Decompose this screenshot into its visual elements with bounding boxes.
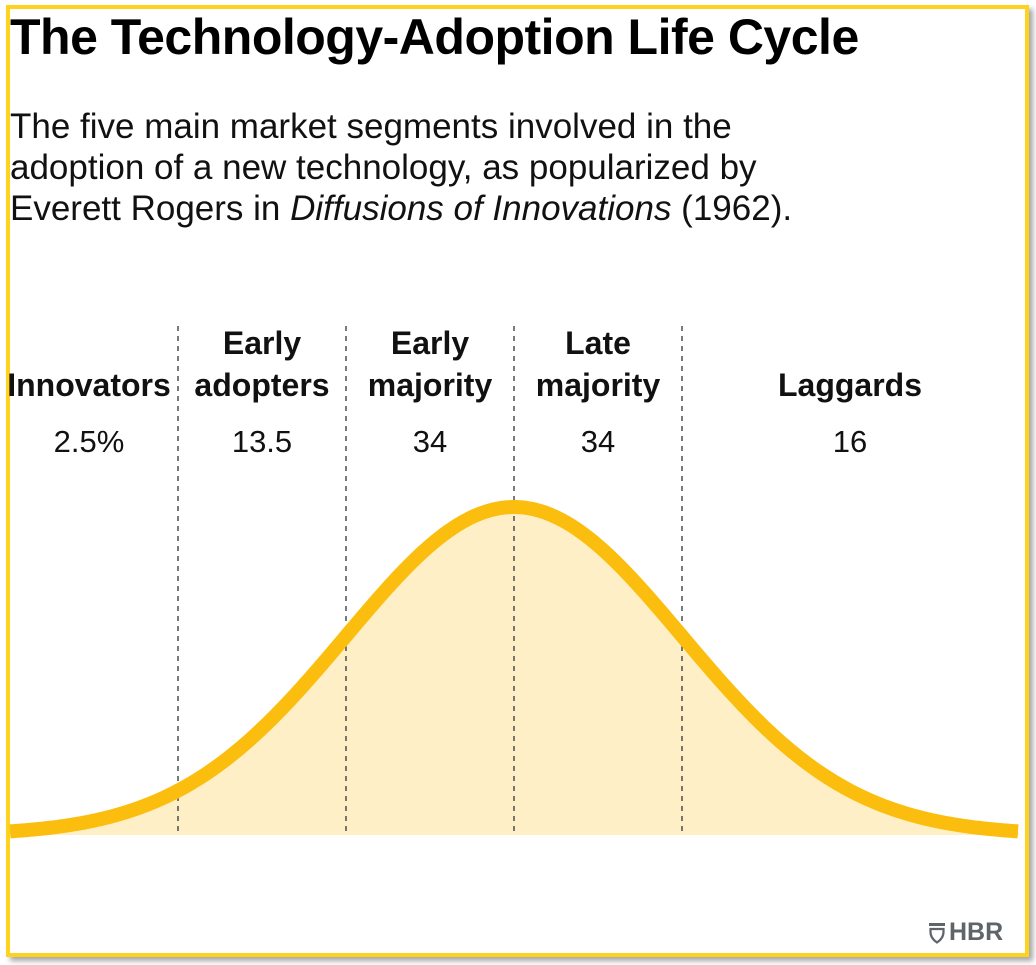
- logo-text: HBR: [949, 918, 1004, 946]
- chart-subtitle: The five main market segments involved i…: [10, 106, 970, 229]
- subtitle-line-1: The five main market segments involved i…: [10, 107, 732, 146]
- segment-dividers: [177, 326, 683, 835]
- curve-line: [9, 499, 1019, 839]
- segment-label: majority: [536, 367, 661, 403]
- segment-label: Innovators: [7, 367, 171, 403]
- chart-title: The Technology-Adoption Life Cycle: [10, 9, 859, 65]
- subtitle-line-3: Everett Rogers in Diffusions of Innovati…: [10, 188, 970, 229]
- segment-label: Early: [223, 325, 301, 361]
- segment-value-label: 34: [413, 424, 447, 459]
- segment-value-label: 2.5%: [54, 424, 125, 459]
- segment-value-label: 13.5: [232, 424, 292, 459]
- segment-label: Late: [565, 325, 631, 361]
- segment-value-label: 16: [833, 424, 867, 459]
- segment-label: Laggards: [778, 367, 922, 403]
- segment-label: majority: [368, 367, 493, 403]
- shield-icon: [929, 922, 945, 944]
- segment-labels: Innovators 2.5% Early adopters 13.5 Early majo…: [7, 325, 922, 459]
- hbr-logo: HBR: [928, 918, 1003, 947]
- segment-value-label: 34: [581, 424, 615, 459]
- subtitle-text: Everett Rogers in: [10, 189, 291, 228]
- segment-label: adopters: [194, 367, 329, 403]
- book-title: Diffusions of Innovations: [290, 189, 672, 228]
- segment-label: Early: [391, 325, 469, 361]
- subtitle-year: (1962).: [671, 189, 793, 228]
- subtitle-line-2: adoption of a new technology, as popular…: [10, 148, 757, 187]
